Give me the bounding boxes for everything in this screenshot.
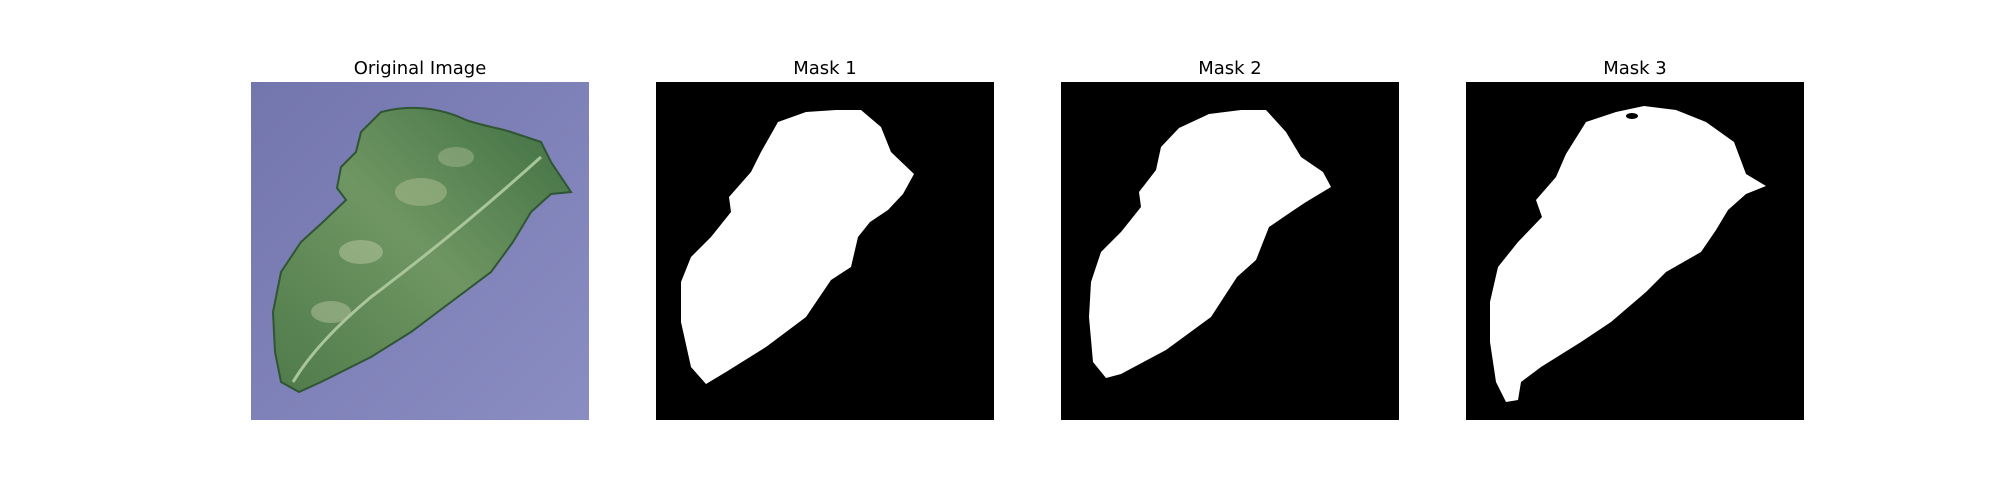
mask-hole [1626, 113, 1638, 119]
original-leaf-photo [251, 82, 589, 420]
leaf-spot [395, 178, 447, 206]
panel-mask-1: Mask 1 [656, 56, 994, 420]
leaf-midrib [291, 155, 543, 383]
mask-image [656, 82, 994, 420]
mask-region [1089, 110, 1331, 378]
panel-mask-3: Mask 3 [1466, 56, 1804, 420]
panel-title: Mask 3 [1603, 58, 1667, 79]
leaf-spot [311, 301, 351, 323]
panel-title: Original Image [353, 58, 487, 79]
panel-mask-2: Mask 2 [1061, 56, 1399, 420]
mask-region [1490, 106, 1766, 402]
panel-title: Mask 2 [1198, 58, 1262, 79]
leaf-spot [339, 240, 383, 264]
leaf-shape [271, 106, 573, 394]
panel-original-image: Original Image [251, 56, 589, 420]
mask-image [1061, 82, 1399, 420]
leaf-spot [438, 147, 474, 167]
panel-title: Mask 1 [793, 58, 857, 79]
mask-region [681, 110, 914, 384]
mask-image [1466, 82, 1804, 420]
